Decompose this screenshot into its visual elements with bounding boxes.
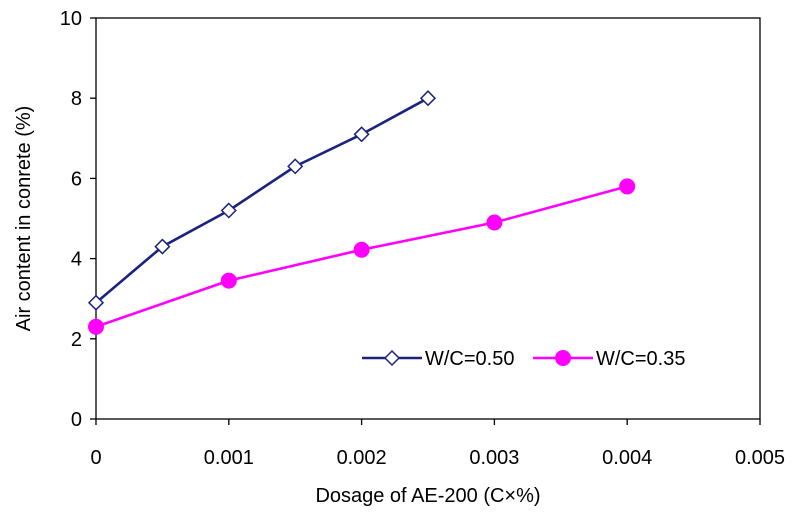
- legend-marker: [555, 350, 571, 366]
- legend-item: W/C=0.50: [362, 348, 514, 370]
- x-tick-label: 0: [90, 447, 101, 469]
- x-tick-label: 0.001: [204, 447, 254, 469]
- x-tick-label: 0.004: [602, 447, 652, 469]
- data-point: [220, 202, 237, 219]
- data-point: [287, 158, 304, 175]
- data-point: [353, 126, 370, 143]
- legend-label: W/C=0.35: [596, 348, 685, 370]
- legend-marker: [383, 349, 401, 367]
- y-axis-label: Air content in conrete (%): [13, 106, 35, 332]
- x-tick-label: 0.002: [337, 447, 387, 469]
- series-layer: [87, 90, 636, 335]
- plot-area-frame: [95, 17, 761, 420]
- data-point: [486, 214, 503, 231]
- x-tick-label: 0.003: [469, 447, 519, 469]
- x-tick-label: 0.005: [735, 447, 785, 469]
- data-point: [88, 318, 104, 335]
- data-point: [154, 238, 171, 255]
- y-tick-label: 2: [71, 329, 82, 351]
- series-line: [95, 97, 429, 304]
- y-tick-label: 8: [71, 88, 82, 110]
- data-point: [87, 294, 105, 311]
- axes: 0 2 4 6 8 10 0 0.001 0.002 0.003 0.004 0.005: [60, 8, 785, 469]
- legend-label: W/C=0.50: [425, 348, 514, 370]
- legend-item: W/C=0.35: [533, 348, 685, 370]
- series-2: [88, 178, 636, 335]
- legend: W/C=0.50 W/C=0.35: [362, 348, 685, 370]
- x-axis-label: Dosage of AE-200 (C×%): [315, 485, 540, 507]
- data-point: [619, 178, 636, 195]
- series-1: [87, 90, 437, 311]
- y-tick-label: 0: [71, 409, 82, 431]
- data-point: [353, 241, 370, 258]
- y-tick-label: 6: [71, 168, 82, 190]
- y-tick-label: 10: [60, 8, 82, 30]
- y-tick-label: 4: [71, 249, 82, 271]
- data-point: [220, 272, 237, 289]
- data-point: [419, 90, 437, 107]
